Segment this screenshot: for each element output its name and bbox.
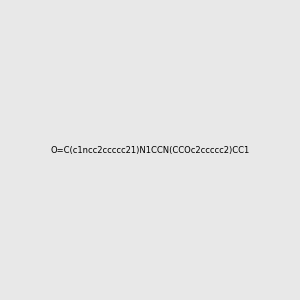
Text: O=C(c1ncc2ccccc21)N1CCN(CCOc2ccccc2)CC1: O=C(c1ncc2ccccc21)N1CCN(CCOc2ccccc2)CC1 [50,146,250,154]
